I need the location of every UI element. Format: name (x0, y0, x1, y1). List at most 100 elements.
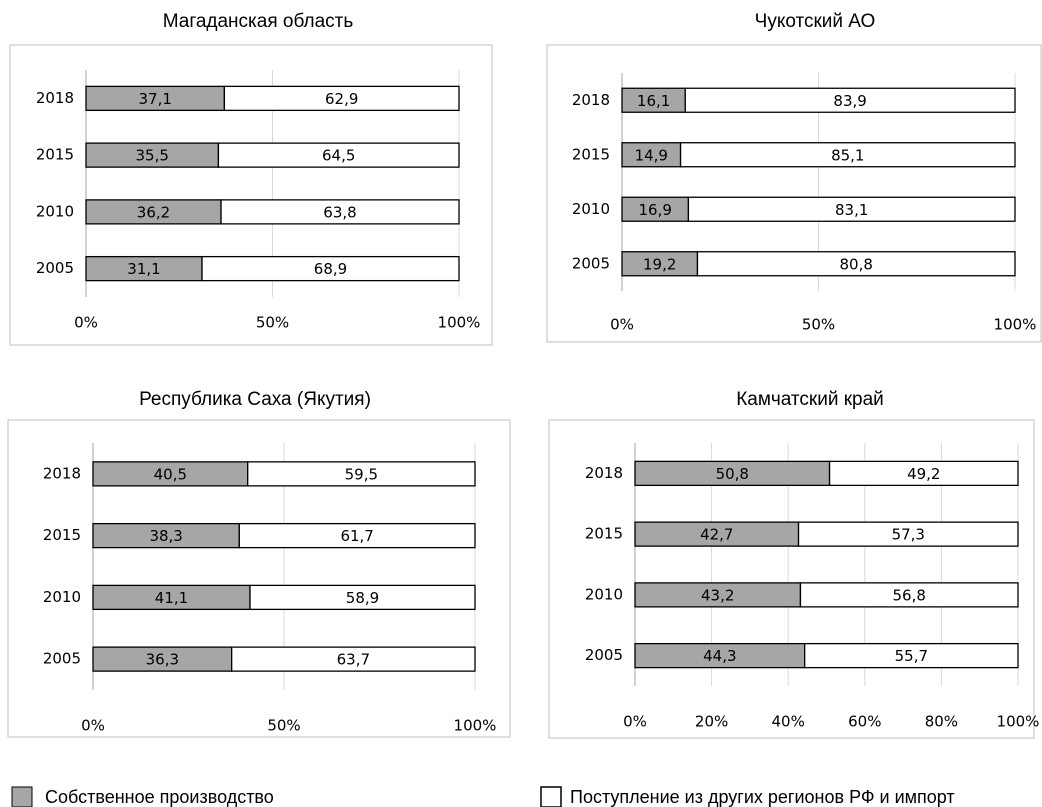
data-label: 57,3 (892, 526, 925, 544)
data-label: 49,2 (907, 465, 940, 483)
y-tick-label: 2015 (36, 146, 74, 164)
bar-segment (797, 521, 1019, 547)
data-label: 64,5 (322, 147, 355, 165)
data-label: 85,1 (831, 146, 864, 164)
data-label: 59,5 (345, 465, 378, 483)
data-label: 36,3 (146, 651, 179, 669)
y-tick-label: 2015 (43, 526, 81, 544)
data-label: 16,9 (639, 201, 672, 219)
chart-frame (546, 44, 1042, 343)
bar-segment (223, 85, 460, 112)
data-label: 58,9 (346, 589, 379, 607)
data-label: 63,8 (323, 203, 356, 221)
data-label: 14,9 (635, 146, 668, 164)
data-label: 44,3 (703, 647, 736, 665)
y-tick-label: 2018 (572, 91, 610, 109)
y-tick-label: 2005 (36, 259, 74, 277)
bar-segment (634, 582, 802, 608)
bar-segment (92, 522, 240, 549)
bar-segment (684, 87, 1016, 113)
data-label: 50,8 (716, 465, 749, 483)
chart-title: Чукотский АО (755, 11, 876, 32)
y-tick-label: 2018 (585, 464, 623, 482)
data-label: 37,1 (138, 90, 171, 108)
bar-segment (828, 460, 1019, 487)
data-label: 16,1 (637, 92, 670, 110)
bar-segment (679, 142, 1016, 168)
bar-segment (804, 642, 1019, 669)
chart-frame (548, 419, 1035, 739)
y-tick-label: 2010 (43, 588, 81, 606)
bar-segment (621, 87, 686, 113)
chart-frame (7, 419, 511, 738)
data-label: 63,7 (337, 651, 370, 669)
x-tick-label: 100% (454, 717, 497, 735)
y-tick-label: 2010 (572, 200, 610, 218)
x-tick-label: 40% (772, 713, 805, 731)
bar-segment (217, 142, 460, 168)
bar-segment (621, 251, 699, 277)
x-tick-label: 100% (994, 316, 1037, 334)
data-label: 42,7 (700, 526, 733, 544)
data-label: 68,9 (314, 260, 347, 278)
data-label: 62,9 (325, 90, 358, 108)
bar-segment (231, 646, 476, 672)
bar-segment (687, 196, 1016, 222)
chart-title: Камчатский край (736, 389, 884, 410)
legend-swatch (11, 786, 33, 807)
chart-frame (9, 44, 493, 346)
bar-segment (249, 584, 476, 611)
bar-segment (696, 251, 1016, 277)
y-tick-label: 2018 (36, 89, 74, 107)
x-tick-label: 0% (623, 713, 647, 731)
bar-segment (634, 642, 806, 669)
x-tick-label: 50% (267, 717, 300, 735)
x-tick-label: 80% (925, 713, 958, 731)
data-label: 38,3 (149, 527, 182, 545)
x-tick-label: 20% (695, 713, 728, 731)
x-tick-label: 60% (848, 713, 881, 731)
data-label: 35,5 (136, 147, 169, 165)
data-label: 36,2 (137, 203, 170, 221)
bar-segment (201, 255, 460, 282)
data-label: 61,7 (340, 527, 373, 545)
y-tick-label: 2005 (43, 650, 81, 668)
x-tick-label: 50% (256, 314, 289, 332)
y-tick-label: 2018 (43, 464, 81, 482)
y-tick-label: 2010 (585, 585, 623, 603)
data-label: 56,8 (893, 586, 926, 604)
x-tick-label: 100% (438, 314, 481, 332)
x-tick-label: 0% (74, 314, 98, 332)
y-tick-label: 2015 (572, 145, 610, 163)
data-label: 55,7 (895, 647, 928, 665)
x-tick-label: 0% (610, 316, 634, 334)
bar-segment (220, 199, 460, 225)
data-label: 19,2 (643, 255, 676, 273)
chart-title: Магаданская область (163, 11, 354, 32)
y-tick-label: 2005 (585, 646, 623, 664)
y-tick-label: 2005 (572, 254, 610, 272)
data-label: 41,1 (155, 589, 188, 607)
data-label: 80,8 (840, 255, 873, 273)
data-label: 83,1 (835, 201, 868, 219)
y-tick-label: 2010 (36, 202, 74, 220)
data-label: 31,1 (127, 260, 160, 278)
x-tick-label: 100% (997, 713, 1040, 731)
legend-label: Собственное производство (45, 787, 274, 807)
legend-swatch (540, 786, 562, 807)
data-label: 83,9 (833, 92, 866, 110)
bar-segment (92, 646, 233, 672)
bar-segment (621, 196, 690, 222)
x-tick-label: 0% (81, 717, 105, 735)
bar-segment (634, 460, 831, 487)
legend-label: Поступление из других регионов РФ и импо… (570, 787, 955, 807)
bar-segment (247, 461, 476, 487)
data-label: 40,5 (154, 465, 187, 483)
x-tick-label: 50% (802, 316, 835, 334)
data-label: 43,2 (701, 586, 734, 604)
y-tick-label: 2015 (585, 525, 623, 543)
bar-segment (85, 85, 226, 112)
bar-segment (799, 582, 1019, 608)
bar-segment (238, 522, 476, 549)
